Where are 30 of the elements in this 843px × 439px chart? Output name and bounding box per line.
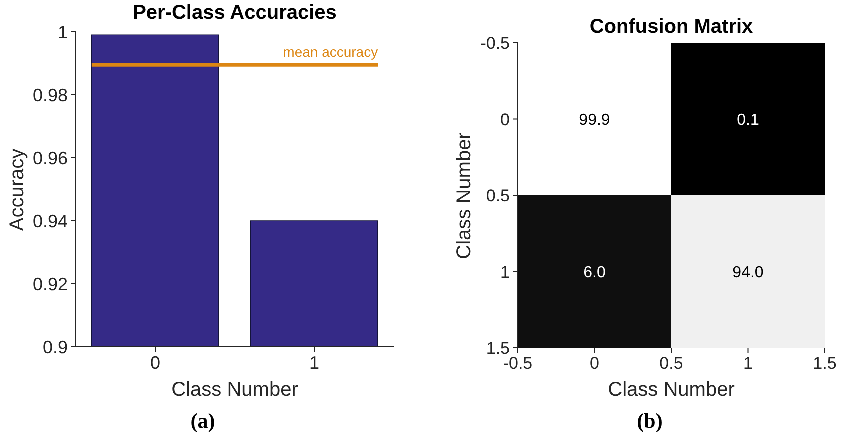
text: (a) [190, 409, 216, 434]
y-tick-label: 1 [58, 22, 68, 42]
x-axis-title: Class Number [608, 379, 735, 402]
data-label: 99.9 [579, 112, 610, 129]
ref-line-label: mean accuracy [283, 44, 378, 60]
y-tick-label: -0.5 [480, 34, 510, 54]
x-tick-label: 1 [309, 352, 320, 373]
y-axis-title: Accuracy [6, 148, 30, 231]
y-tick-label: 1.5 [486, 339, 510, 358]
y-axis-title: Class Number [454, 132, 476, 259]
x-tick-label: 0.5 [660, 354, 684, 374]
y-tick-label: 0.94 [32, 211, 68, 232]
x-tick-label: 1.5 [813, 354, 837, 374]
y-tick-label: 0.92 [32, 274, 68, 294]
y-tick-label: 0 [500, 110, 510, 130]
y-tick-label: 1 [500, 262, 510, 282]
x-tick-label: 0 [590, 354, 600, 374]
data-label: 0.1 [737, 112, 760, 129]
y-tick-label: 0.98 [32, 85, 68, 106]
data-label: 94.0 [732, 264, 764, 282]
y-tick-label: 0.9 [42, 337, 68, 358]
text: (b) [637, 409, 663, 434]
x-tick-label: 1 [744, 354, 753, 374]
chart-title: Confusion Matrix [590, 16, 754, 39]
x-axis-title: Class Number [172, 379, 298, 402]
y-tick-label: 0.96 [32, 148, 68, 168]
y-tick-label: 0.5 [486, 186, 510, 206]
chart-title: Per-Class Accuracies [133, 2, 337, 25]
x-tick-label: 0 [150, 352, 161, 373]
data-label: 6.0 [584, 264, 606, 282]
